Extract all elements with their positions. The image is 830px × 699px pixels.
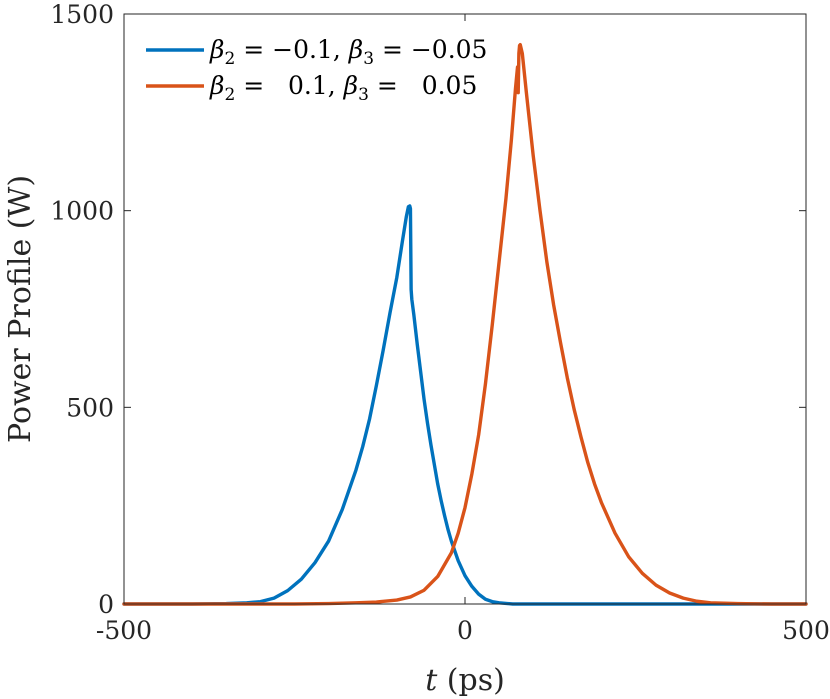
legend-label-2: β2 = 0.1, β3 = 0.05 <box>209 71 477 105</box>
legend-b2-value: = 0.1, <box>235 71 343 100</box>
series-layer <box>122 42 808 606</box>
y-axis: 0 500 1000 1500 <box>50 0 806 619</box>
legend-b3-value: = 0.05 <box>369 71 477 100</box>
y-tick-label: 1500 <box>50 0 114 29</box>
legend-b3-value: = −0.05 <box>374 35 487 64</box>
legend-beta-symbol: β <box>348 35 363 64</box>
legend-subscript: 3 <box>363 49 374 69</box>
legend-beta-symbol: β <box>209 35 224 64</box>
legend-subscript: 2 <box>224 85 235 105</box>
series-line-1 <box>122 204 808 606</box>
legend-beta-symbol: β <box>343 71 358 100</box>
x-tick-label: 0 <box>457 616 473 645</box>
legend-beta-symbol: β <box>209 71 224 100</box>
x-tick-label: 500 <box>782 616 830 645</box>
series-line-2 <box>122 42 808 606</box>
x-tick-label: -500 <box>96 616 152 645</box>
x-axis-label-unit: (ps) <box>437 663 505 698</box>
y-tick-label: 0 <box>98 590 114 619</box>
legend-subscript: 3 <box>358 85 369 105</box>
x-axis-label-variable: t <box>425 663 438 698</box>
y-axis-label: Power Profile (W) <box>3 175 38 443</box>
legend-subscript: 2 <box>224 49 235 69</box>
legend: β2 = −0.1, β3 = −0.05 β2 = 0.1, β3 = 0.0… <box>146 35 487 105</box>
legend-label-1: β2 = −0.1, β3 = −0.05 <box>209 35 487 69</box>
x-axis-label: t (ps) <box>425 663 505 698</box>
y-tick-label: 500 <box>66 393 114 422</box>
legend-b2-value: = −0.1, <box>235 35 348 64</box>
y-tick-label: 1000 <box>50 197 114 226</box>
x-axis: -500 0 500 <box>96 14 830 645</box>
